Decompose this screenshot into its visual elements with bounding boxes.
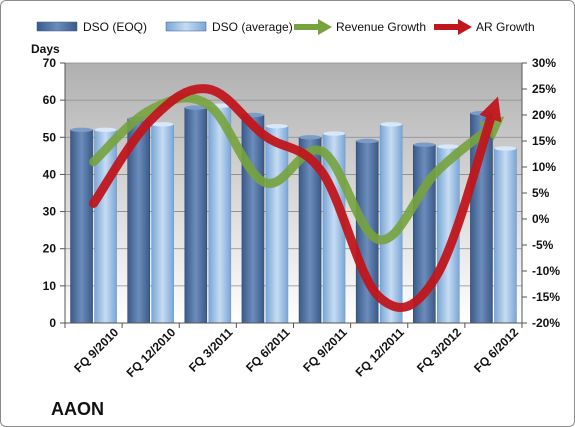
legend-label: DSO (average) [212, 20, 293, 34]
legend-arrow-icon [458, 19, 472, 35]
y-tick-label: 40 [43, 167, 57, 181]
y2-tick-label: 0% [532, 212, 550, 226]
legend-swatch [36, 21, 78, 32]
y2-tick-label: 15% [532, 134, 556, 148]
bar-top [70, 127, 93, 133]
bar-top [413, 142, 436, 147]
bar-dso-eoq [241, 114, 265, 324]
bar-dso-average [151, 123, 174, 324]
x-tick-label: FQ 6/2011 [243, 325, 293, 375]
bar-top [94, 127, 117, 133]
bar-top [437, 144, 460, 149]
bar-top [184, 105, 207, 110]
y2-tick-label: -15% [532, 290, 560, 304]
bar-top [151, 122, 174, 127]
y2-tick-label: 25% [532, 82, 556, 96]
legend-label: Revenue Growth [336, 20, 426, 34]
x-tick-label: FQ 12/2011 [353, 325, 407, 379]
y-tick-label: 0 [49, 316, 56, 330]
bar-dso-average [494, 148, 517, 324]
y-tick-label: 10 [43, 279, 57, 293]
legend-label: AR Growth [476, 20, 535, 34]
legend: DSO (EOQ) DSO (average) Revenue Growth AR G… [36, 19, 535, 35]
x-tick-label: FQ 3/2012 [414, 325, 464, 375]
y2-tick-label: -5% [532, 238, 554, 252]
legend-swatch [165, 21, 207, 32]
bar-dso-average [265, 125, 289, 324]
y2-tick-label: -10% [532, 264, 560, 278]
y2-tick-label: 20% [532, 108, 556, 122]
x-tick-label: FQ 3/2011 [186, 325, 236, 375]
y2-tick-label: 30% [532, 56, 556, 70]
bar-top [494, 146, 517, 151]
y-tick-label: 20 [43, 242, 57, 256]
y2-tick-label: -20% [532, 316, 560, 330]
legend-arrow-icon [318, 19, 332, 35]
y-tick-label: 30 [43, 205, 57, 219]
x-tick-label: FQ 6/2012 [471, 325, 521, 375]
y2-tick-label: 5% [532, 186, 550, 200]
bar-top [299, 135, 322, 140]
legend-label: DSO (EOQ) [83, 20, 147, 34]
x-tick-label: FQ 9/2010 [71, 325, 121, 375]
y2-tick-label: 10% [532, 160, 556, 174]
y-tick-label: 50 [43, 130, 57, 144]
company-label: AAON [51, 399, 104, 419]
bar-dso-eoq [184, 107, 208, 324]
bar-dso-eoq [70, 129, 93, 324]
y-axis-title: Days [31, 42, 60, 56]
series-line-ar-growth [89, 84, 502, 312]
bar-top [356, 138, 379, 144]
bar-top [380, 122, 403, 127]
y-tick-label: 70 [43, 56, 57, 70]
x-tick-label: FQ 12/2010 [124, 325, 179, 380]
x-tick-label: FQ 9/2011 [300, 325, 350, 375]
bar-top [323, 131, 346, 136]
bar-top [265, 123, 288, 129]
y-tick-label: 60 [43, 93, 57, 107]
